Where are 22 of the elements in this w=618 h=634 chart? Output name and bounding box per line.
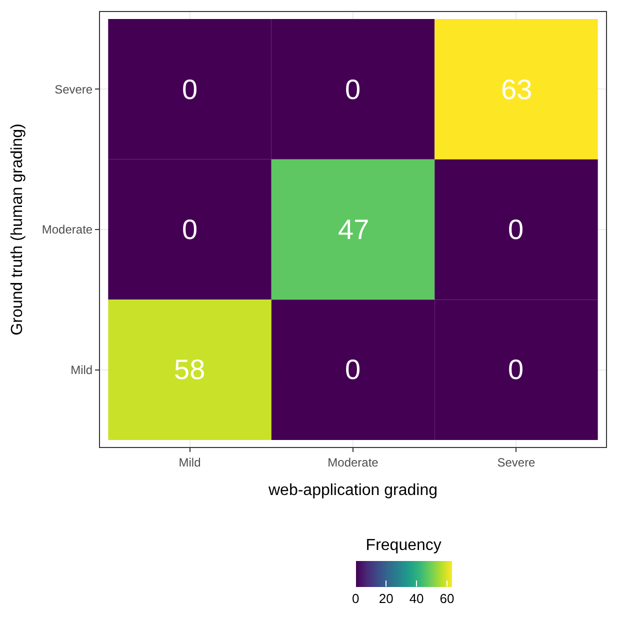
data-label: 0 xyxy=(508,354,524,385)
x-tick-label: Moderate xyxy=(328,455,379,470)
x-axis-title: web-application grading xyxy=(268,482,438,500)
y-tick-label: Severe xyxy=(54,82,93,96)
data-label: 0 xyxy=(345,74,361,105)
x-tick-label: Mild xyxy=(178,455,201,470)
data-label: 63 xyxy=(501,74,532,105)
data-label: 0 xyxy=(345,354,361,385)
color-bar-label: 60 xyxy=(440,591,454,606)
color-bar-label: 0 xyxy=(352,591,360,606)
data-label: 47 xyxy=(338,214,370,245)
data-label: 0 xyxy=(182,214,198,245)
x-tick-label: Severe xyxy=(497,455,536,470)
color-bar-title: Frequency xyxy=(366,537,442,554)
color-bar-label: 40 xyxy=(409,591,424,606)
y-tick-label: Moderate xyxy=(42,222,93,237)
data-label: 0 xyxy=(182,74,198,105)
data-label: 0 xyxy=(508,214,524,245)
color-bar-label: 20 xyxy=(378,591,394,606)
data-label: 58 xyxy=(174,354,206,385)
y-axis-title: Ground truth (human grading) xyxy=(8,124,26,336)
y-tick-label: Mild xyxy=(70,363,93,378)
